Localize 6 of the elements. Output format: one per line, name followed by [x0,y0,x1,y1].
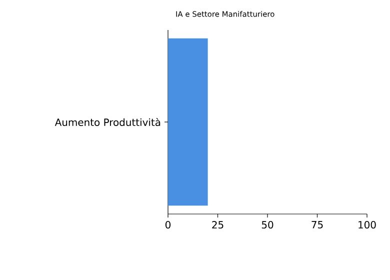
y-tick-label: Aumento Produttività [54,118,160,126]
x-tick-label: 75 [312,221,323,228]
x-tick-label: 25 [212,221,224,229]
x-tick-label: 0 [165,221,171,229]
x-tick-label: 50 [262,221,274,229]
x-tick-label: 100 [358,221,376,229]
